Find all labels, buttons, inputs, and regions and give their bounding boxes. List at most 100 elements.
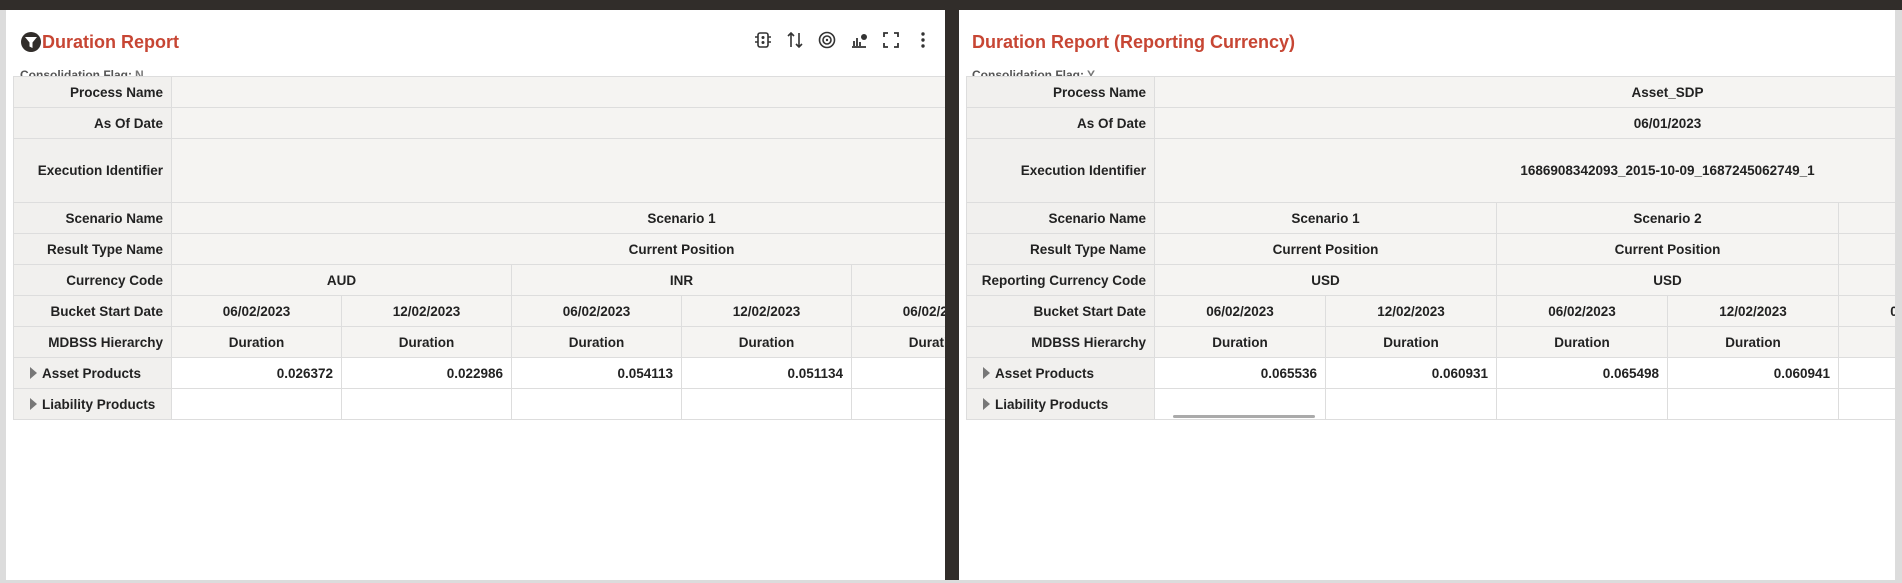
toolbar-icon[interactable]	[881, 30, 901, 50]
row-header: Bucket Start Date	[13, 295, 172, 327]
row-header: MDBSS Hierarchy	[966, 326, 1155, 358]
header-cell: 06/02/2023	[1496, 295, 1668, 327]
table-viewport: Process Name Asset_SDP As Of Date 06/01/202…	[966, 76, 1895, 420]
header-cell: AUD	[171, 264, 512, 296]
header-cell: USD	[1496, 264, 1839, 296]
header-cell	[170, 107, 945, 139]
row-header: Asset Products	[13, 357, 172, 389]
expand-toggle[interactable]	[983, 397, 990, 410]
value-cell: 0.060931	[1325, 357, 1497, 389]
table-row: Reporting Currency Code USD USD	[966, 264, 1895, 296]
header-cell: 12/02/2023	[681, 295, 852, 327]
row-header: Result Type Name	[966, 233, 1155, 265]
header-cell: Current Position	[1496, 233, 1839, 265]
table-row: Process Name	[13, 76, 945, 108]
toolbar-icon[interactable]	[785, 30, 805, 50]
data-table: Process Name As Of Date Execution Identifi…	[13, 76, 945, 420]
header-cell: Duration	[511, 326, 682, 358]
panel-divider	[945, 10, 959, 580]
header-cell: Duration	[1154, 326, 1326, 358]
toolbar-icon[interactable]	[753, 30, 773, 50]
flag-value: Y	[1087, 68, 1096, 82]
row-label: Result Type Name	[46, 241, 163, 257]
table-row: Asset Products 0.065536 0.060931 0.065498 0.…	[966, 357, 1895, 389]
table-row: MDBSS Hierarchy Duration Duration Duration D…	[966, 326, 1895, 358]
header-cell	[1837, 202, 1895, 234]
table-row: Result Type Name Current Position Current …	[966, 233, 1895, 265]
header-cell: INR	[511, 264, 852, 296]
value-cell	[851, 357, 945, 389]
header-cell: Scenario 1	[1154, 202, 1497, 234]
header-cell: Duration	[851, 326, 945, 358]
toolbar-icon[interactable]	[817, 30, 837, 50]
header-cell: 12/02/2023	[1667, 295, 1839, 327]
header-cell: Duration	[1325, 326, 1497, 358]
value-cell	[1154, 388, 1326, 420]
header-cell: 06/01/2023	[1153, 107, 1895, 139]
value-cell	[1838, 388, 1895, 420]
toolbar	[753, 30, 933, 50]
header-cell: Scenario 1	[170, 202, 945, 234]
table-row: Asset Products 0.026372 0.022986 0.054113 0.…	[13, 357, 945, 389]
toolbar-icon[interactable]	[913, 30, 933, 50]
expand-toggle[interactable]	[30, 366, 37, 379]
row-header: Liability Products	[966, 388, 1155, 420]
row-label: Scenario Name	[1048, 210, 1146, 226]
table-row: Result Type Name Current Position	[13, 233, 945, 265]
row-label: Asset Products	[42, 365, 142, 381]
header-cell: 06/02/2023	[851, 295, 945, 327]
row-label: Liability Products	[42, 396, 156, 412]
row-label: Execution Identifier	[37, 163, 163, 178]
data-table: Process Name Asset_SDP As Of Date 06/01/202…	[966, 76, 1895, 420]
filter-icon[interactable]	[20, 31, 42, 53]
row-label: Bucket Start Date	[50, 303, 163, 319]
table-row: MDBSS Hierarchy Duration Duration Duration D…	[13, 326, 945, 358]
row-label: Process Name	[69, 84, 163, 100]
value-cell	[681, 388, 852, 420]
value-cell: 0.065498	[1496, 357, 1668, 389]
value-cell	[511, 388, 682, 420]
header-cell	[850, 264, 945, 296]
row-header: As Of Date	[13, 107, 172, 139]
row-header: Bucket Start Date	[966, 295, 1155, 327]
row-header: Process Name	[966, 76, 1155, 108]
header-cell: Duration	[1496, 326, 1668, 358]
panel-title: Duration Report (Reporting Currency)	[972, 32, 1296, 52]
table-row: Process Name Asset_SDP	[966, 76, 1895, 108]
header-cell: Asset_SDP	[1153, 76, 1895, 108]
report-panel: Duration Report (Reporting Currency) Con…	[959, 10, 1895, 580]
header-cell: 12/02/2023	[341, 295, 512, 327]
expand-toggle[interactable]	[30, 397, 37, 410]
value-cell	[1496, 388, 1668, 420]
table-row: As Of Date 06/01/2023	[966, 107, 1895, 139]
row-label: As Of Date	[1076, 115, 1146, 131]
value-cell	[1667, 388, 1839, 420]
table-row: Liability Products	[966, 388, 1895, 420]
row-header: Currency Code	[13, 264, 172, 296]
value-cell: 0.060941	[1667, 357, 1839, 389]
flag-value: N	[135, 68, 144, 82]
row-header: MDBSS Hierarchy	[13, 326, 172, 358]
header-cell: 06/02/2023	[1154, 295, 1326, 327]
header-cell: USD	[1154, 264, 1497, 296]
value-cell	[1838, 357, 1895, 389]
row-label: Bucket Start Date	[1033, 303, 1146, 319]
value-cell: 0.022986	[341, 357, 512, 389]
header-cell: 06/02/2023	[1838, 295, 1895, 327]
header-cell: Duration	[1667, 326, 1839, 358]
table-row: Scenario Name Scenario 1 Scenario 2	[966, 202, 1895, 234]
toolbar-icon[interactable]	[849, 30, 869, 50]
expand-toggle[interactable]	[983, 366, 990, 379]
value-cell	[171, 388, 342, 420]
row-label: Reporting Currency Code	[981, 272, 1146, 288]
header-cell	[170, 76, 945, 108]
scrollbar[interactable]	[1173, 415, 1315, 418]
row-label: Liability Products	[995, 396, 1109, 412]
row-header: Result Type Name	[13, 233, 172, 265]
row-header: As Of Date	[966, 107, 1155, 139]
value-cell	[341, 388, 512, 420]
table-row: As Of Date	[13, 107, 945, 139]
top-bar	[0, 0, 1902, 10]
